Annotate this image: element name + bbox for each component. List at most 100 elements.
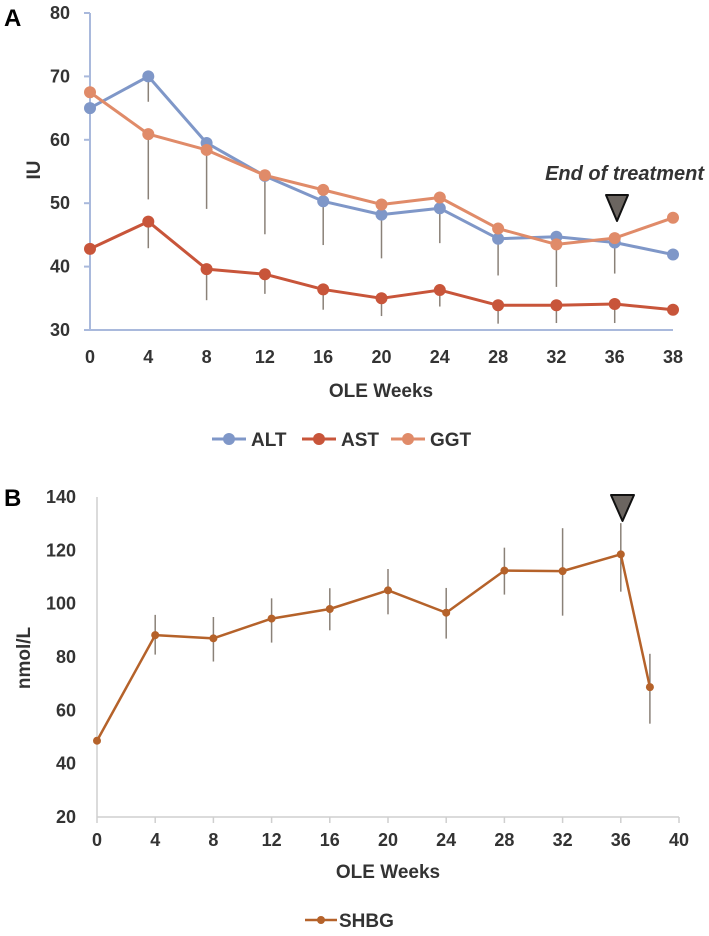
data-point-ast-20 <box>375 292 388 305</box>
data-point-ggt-20 <box>375 198 388 211</box>
data-point-alt-20 <box>375 208 388 221</box>
panel-a-liver-enzymes: A 30 40 50 60 70 80 0 4 8 12 16 20 24 28 32 36 38 IU OL… <box>4 3 705 451</box>
panel-b-y-axis-title: nmol/L <box>14 626 35 689</box>
panel-a-y-tick-labels: 30 40 50 60 70 80 <box>50 3 70 340</box>
panel-b-x-tick-label-16: 16 <box>320 830 340 850</box>
legend-label-ast: AST <box>341 430 379 451</box>
panel-b-x-tick-labels: 0 4 8 12 16 20 24 28 32 36 40 <box>92 830 689 850</box>
data-point-shbg-12 <box>267 614 276 623</box>
panel-a-axes <box>84 12 673 331</box>
legend-label-shbg: SHBG <box>339 911 394 932</box>
data-point-ast-32 <box>550 299 563 312</box>
data-point-shbg-32 <box>558 567 567 576</box>
data-point-shbg-16 <box>325 605 334 613</box>
data-point-ggt-28 <box>492 222 505 235</box>
data-point-ast-16 <box>317 283 330 296</box>
panel-a-y-tick-label-60: 60 <box>50 130 70 150</box>
panel-a-x-tick-label-0: 0 <box>85 347 95 367</box>
data-point-ast-24 <box>433 284 446 297</box>
legend-marker-shbg <box>317 916 325 924</box>
panel-b-x-axis-title: OLE Weeks <box>336 862 440 883</box>
panel-a-y-tick-label-80: 80 <box>50 3 70 23</box>
legend-marker-ggt <box>402 433 414 445</box>
data-point-shbg-24 <box>442 608 451 617</box>
panel-a-data-points <box>84 70 679 316</box>
data-point-ast-36 <box>608 298 621 311</box>
panel-a-x-tick-labels: 0 4 8 12 16 20 24 28 32 36 38 <box>85 347 683 367</box>
data-point-alt-16 <box>317 195 330 208</box>
panel-b-x-tick-label-0: 0 <box>92 830 102 850</box>
data-point-ggt-4 <box>142 128 155 141</box>
panel-b-x-tick-label-32: 32 <box>553 830 573 850</box>
panel-b-y-tick-labels: 20 40 60 80 100 120 140 <box>46 487 76 827</box>
panel-a-x-tick-label-32: 32 <box>546 347 566 367</box>
panel-b-y-tick-label-40: 40 <box>56 754 76 774</box>
data-point-shbg-28 <box>500 566 509 575</box>
data-point-alt-24 <box>433 202 446 215</box>
panel-b-y-tick-label-140: 140 <box>46 487 76 507</box>
panel-b-legend: SHBG <box>305 911 394 932</box>
panel-a-x-tick-label-12: 12 <box>255 347 275 367</box>
data-point-ggt-12 <box>258 169 271 182</box>
data-point-alt-38 <box>667 248 679 261</box>
panel-a-x-tick-label-38: 38 <box>663 347 683 367</box>
legend-label-alt: ALT <box>251 430 287 451</box>
panel-b-error-bars <box>154 523 651 724</box>
panel-b-y-tick-label-120: 120 <box>46 540 76 560</box>
data-point-ggt-24 <box>433 191 446 204</box>
panel-b-label: B <box>4 485 21 512</box>
panel-a-y-tick-label-30: 30 <box>50 320 70 340</box>
panel-b-y-tick-label-20: 20 <box>56 807 76 827</box>
panel-a-x-tick-label-16: 16 <box>313 347 333 367</box>
data-point-alt-4 <box>142 70 155 83</box>
panel-a-end-of-treatment-marker <box>605 194 629 222</box>
series-line-shbg <box>95 553 652 742</box>
data-point-shbg-8 <box>209 634 218 643</box>
panel-b-x-tick-label-12: 12 <box>262 830 282 850</box>
panel-a-label: A <box>4 5 21 32</box>
end-of-treatment-annotation: End of treatment <box>545 163 705 185</box>
data-point-ggt-32 <box>550 238 563 251</box>
data-point-ggt-0 <box>84 86 96 99</box>
panel-a-y-tick-label-70: 70 <box>50 66 70 86</box>
data-point-shbg-20 <box>384 586 392 595</box>
data-point-ast-8 <box>200 263 213 276</box>
data-point-ggt-38 <box>667 211 679 224</box>
panel-b-y-tick-label-80: 80 <box>56 647 76 667</box>
data-point-ast-12 <box>258 268 271 281</box>
panel-a-y-tick-label-50: 50 <box>50 193 70 213</box>
data-point-alt-0 <box>84 102 96 115</box>
panel-b-y-tick-label-100: 100 <box>46 594 76 614</box>
panel-a-x-tick-label-4: 4 <box>143 347 153 367</box>
panel-a-legend: ALT AST GGT <box>212 430 472 451</box>
panel-b-x-tick-label-28: 28 <box>494 830 514 850</box>
panel-b-x-tick-label-40: 40 <box>669 830 689 850</box>
legend-label-ggt: GGT <box>430 430 472 451</box>
panel-b-y-tick-label-60: 60 <box>56 700 76 720</box>
legend-marker-alt <box>223 433 235 445</box>
data-point-ast-0 <box>84 242 96 255</box>
panel-b-x-tick-label-20: 20 <box>378 830 398 850</box>
panel-a-x-tick-label-8: 8 <box>202 347 212 367</box>
data-point-ast-38 <box>667 303 679 316</box>
panel-a-x-tick-label-36: 36 <box>605 347 625 367</box>
panel-a-y-tick-label-40: 40 <box>50 257 70 277</box>
data-point-ggt-8 <box>200 143 213 156</box>
data-point-ggt-36 <box>608 232 621 245</box>
panel-a-y-axis-title: IU <box>24 161 45 180</box>
data-point-shbg-38 <box>645 683 654 692</box>
panel-b-axes <box>96 497 680 823</box>
data-point-ast-4 <box>142 215 155 228</box>
legend-marker-ast <box>313 433 325 445</box>
panel-a-x-tick-label-20: 20 <box>371 347 391 367</box>
panel-b-series-lines <box>95 553 652 742</box>
data-point-shbg-4 <box>151 631 160 640</box>
panel-a-x-tick-label-28: 28 <box>488 347 508 367</box>
panel-a-x-tick-label-24: 24 <box>430 347 450 367</box>
panel-a-x-axis-title: OLE Weeks <box>329 381 433 402</box>
panel-b-x-tick-label-36: 36 <box>611 830 631 850</box>
data-point-ast-28 <box>492 299 505 312</box>
panel-b-x-tick-label-8: 8 <box>208 830 218 850</box>
